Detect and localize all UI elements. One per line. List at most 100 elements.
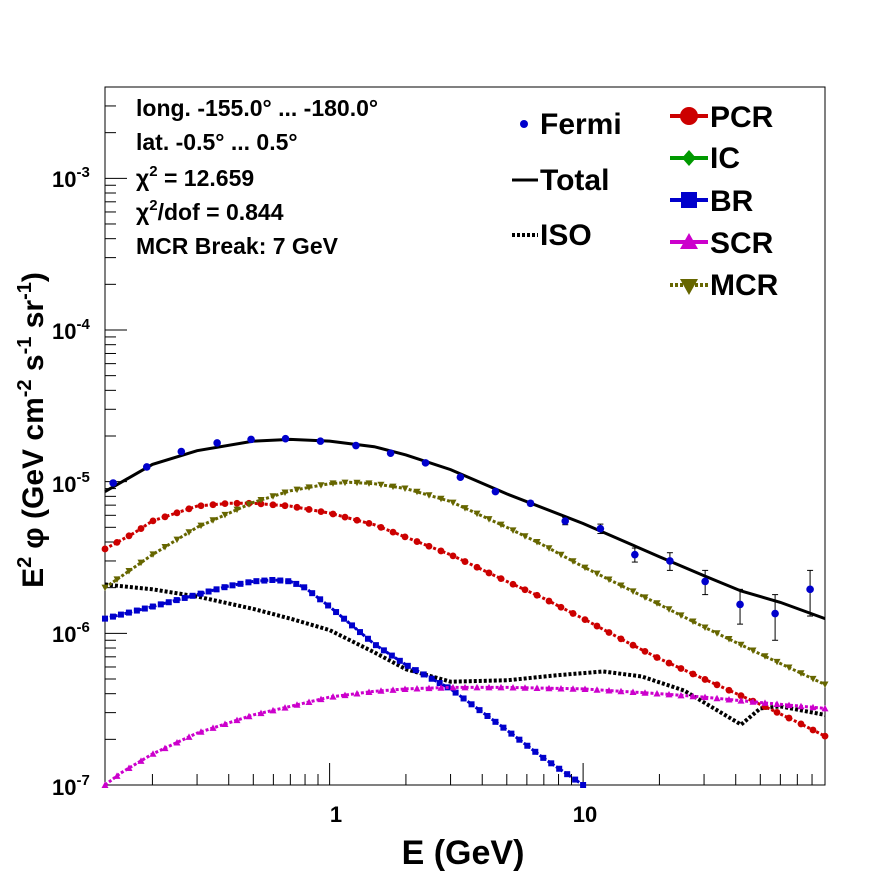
svg-text:IC: IC [710, 142, 740, 175]
fermi-point [666, 557, 674, 565]
series-scr-marker [389, 686, 397, 693]
series-mcr-marker [413, 488, 421, 496]
series-pcr-marker [701, 676, 709, 683]
series-pcr-marker [653, 654, 661, 661]
series-br-marker [460, 695, 467, 702]
series-scr-marker [593, 686, 601, 693]
series-mcr-marker [521, 533, 529, 540]
series-scr-marker [497, 683, 505, 691]
y-tick-label-1e-7: 10-7 [52, 772, 90, 800]
series-scr-marker [281, 704, 289, 711]
fermi-point [596, 524, 605, 533]
series-pcr-marker [677, 665, 685, 672]
series-br-marker [253, 578, 260, 585]
series-mcr-marker [653, 600, 661, 607]
x-axis-title: E (GeV) [402, 834, 525, 872]
series-pcr-marker [233, 499, 241, 507]
series-mcr-marker [185, 529, 193, 536]
series-group [101, 437, 829, 788]
series-scr-marker [605, 687, 613, 694]
series-pcr-marker [353, 516, 361, 524]
series-mcr-marker [353, 479, 361, 487]
series-br-marker [325, 602, 332, 609]
series-br-marker [237, 580, 244, 587]
series-br-marker [468, 701, 475, 708]
series-pcr [101, 499, 829, 740]
y-axis-title: E2φ (GeV cm-2 s-1 sr-1) [14, 272, 50, 588]
series-br-marker [380, 647, 387, 654]
series-pcr-marker [821, 732, 829, 740]
series-br-marker [420, 671, 427, 678]
series-pcr-marker [509, 580, 517, 588]
series-pcr-marker [113, 538, 121, 546]
series-br-marker [349, 622, 356, 629]
series-br-marker [102, 615, 108, 622]
series-br-marker [564, 771, 571, 778]
series-scr-marker [425, 684, 433, 692]
series-br-marker [221, 584, 228, 591]
series-scr-line [104, 685, 826, 787]
series-mcr-marker [773, 658, 781, 666]
svg-text:Fermi: Fermi [540, 108, 622, 141]
series-scr-marker [785, 701, 793, 709]
series-pcr-marker [317, 508, 325, 516]
series-mcr-marker [749, 647, 757, 655]
series-pcr-marker [641, 647, 649, 655]
series-scr-marker [437, 684, 445, 691]
series-scr-marker [317, 695, 325, 703]
series-pcr-marker [461, 558, 469, 565]
series-br-marker [149, 603, 156, 610]
svg-text:PCR: PCR [710, 101, 774, 134]
series-scr-marker [161, 744, 169, 752]
series-mcr-marker [461, 505, 469, 512]
info-mcr-break: MCR Break: 7 GeV [136, 233, 339, 259]
fermi-point [247, 435, 255, 444]
series-scr-marker [665, 690, 673, 698]
series-scr-marker [641, 689, 649, 696]
series-mcr-marker [473, 510, 481, 518]
fermi-point [736, 600, 744, 609]
series-pcr-marker [521, 586, 529, 594]
series-scr-marker [293, 701, 301, 708]
fermi-point [386, 449, 395, 458]
legend-pcr: PCR [670, 101, 774, 134]
series-br-marker [341, 615, 348, 622]
series-scr-marker [149, 750, 157, 757]
series-pcr-marker [209, 501, 217, 509]
series-scr-marker [629, 688, 637, 696]
series-br-marker [157, 601, 164, 608]
series-scr [101, 683, 829, 788]
series-br-line [104, 578, 584, 787]
legend-mcr-marker [680, 279, 698, 295]
series-pcr-marker [257, 500, 265, 508]
series-mcr-marker [377, 481, 385, 489]
series-mcr-marker [737, 641, 745, 649]
series-mcr-marker [197, 522, 205, 530]
series-br-marker [333, 609, 340, 616]
series-iso [104, 582, 826, 728]
series-pcr-marker [269, 501, 277, 509]
fermi-point [109, 479, 117, 487]
series-pcr-marker [593, 622, 601, 630]
series-mcr-marker [809, 675, 817, 683]
series-scr-marker [329, 693, 337, 700]
series-iso-line [104, 582, 826, 728]
series-scr-marker [185, 733, 193, 740]
series-br-marker [492, 718, 499, 725]
series-pcr-marker [137, 525, 145, 532]
series-mcr-marker [509, 527, 517, 534]
series-scr-marker [725, 695, 733, 703]
series-mcr-marker [677, 612, 685, 619]
series-pcr-marker [401, 533, 409, 541]
series-scr-marker [521, 684, 529, 691]
legend-br: BR [670, 185, 754, 218]
series-mcr-marker [605, 576, 613, 584]
legend-total: Total [512, 164, 609, 197]
series-mcr-marker [545, 545, 553, 552]
series-pcr-marker [689, 670, 697, 678]
series-scr-marker [617, 687, 625, 695]
series-mcr-marker [401, 485, 409, 492]
series-pcr-marker [605, 629, 613, 636]
series-pcr-marker [437, 547, 445, 555]
